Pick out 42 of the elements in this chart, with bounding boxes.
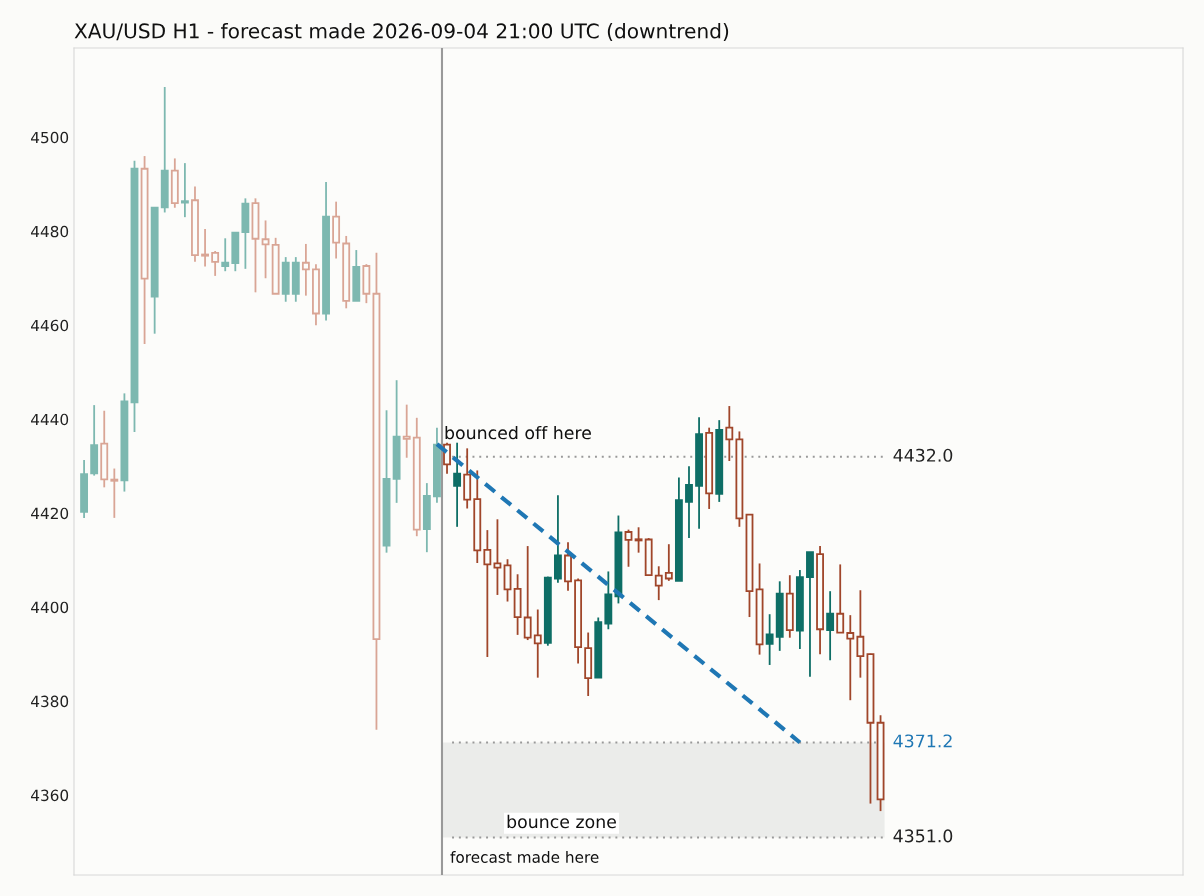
candlestick xyxy=(725,405,734,462)
candlestick xyxy=(856,589,865,679)
candlestick xyxy=(664,543,673,582)
candlestick xyxy=(221,237,230,273)
candlestick xyxy=(836,563,845,634)
candlestick xyxy=(443,441,451,475)
candlestick xyxy=(654,565,663,602)
y-tick-label: 4360 xyxy=(31,789,69,802)
candlestick xyxy=(533,608,542,679)
candlestick xyxy=(634,526,643,554)
chart-title: XAU/USD H1 - forecast made 2026-09-04 21:00 UTC (downtrend) xyxy=(74,22,729,41)
candlestick xyxy=(201,228,209,268)
ref-line-label: 4351.0 xyxy=(893,829,953,843)
y-tick-label: 4480 xyxy=(31,225,69,238)
candlestick xyxy=(493,518,502,596)
candlestick xyxy=(846,614,855,702)
y-tick-label: 4400 xyxy=(31,601,69,614)
y-tick-label: 4380 xyxy=(31,695,69,708)
candlestick xyxy=(685,465,693,539)
candlestick xyxy=(624,528,633,568)
candlestick xyxy=(211,250,220,277)
y-tick-label: 4440 xyxy=(31,413,69,426)
candlestick xyxy=(483,529,492,658)
candlestick xyxy=(110,467,119,519)
candlestick xyxy=(453,441,462,528)
candlestick xyxy=(301,243,310,297)
band-label: bounce zone xyxy=(507,814,616,829)
candlestick xyxy=(402,403,411,459)
ref-line-label: 4371.2 xyxy=(893,734,952,748)
candlestick xyxy=(553,494,562,584)
ref-line-label: 4432.0 xyxy=(893,448,953,462)
candlestick xyxy=(523,545,532,641)
y-tick-label: 4420 xyxy=(31,507,69,520)
annotation: forecast made here xyxy=(450,851,599,863)
candlestick xyxy=(180,162,189,219)
candlestick xyxy=(261,219,270,280)
y-tick-label: 4500 xyxy=(31,131,69,144)
candlestick xyxy=(826,590,835,662)
candlestick xyxy=(503,558,512,603)
candlestick xyxy=(765,613,774,666)
y-tick-label: 4460 xyxy=(31,319,69,332)
annotation: bounced off here xyxy=(445,425,591,440)
